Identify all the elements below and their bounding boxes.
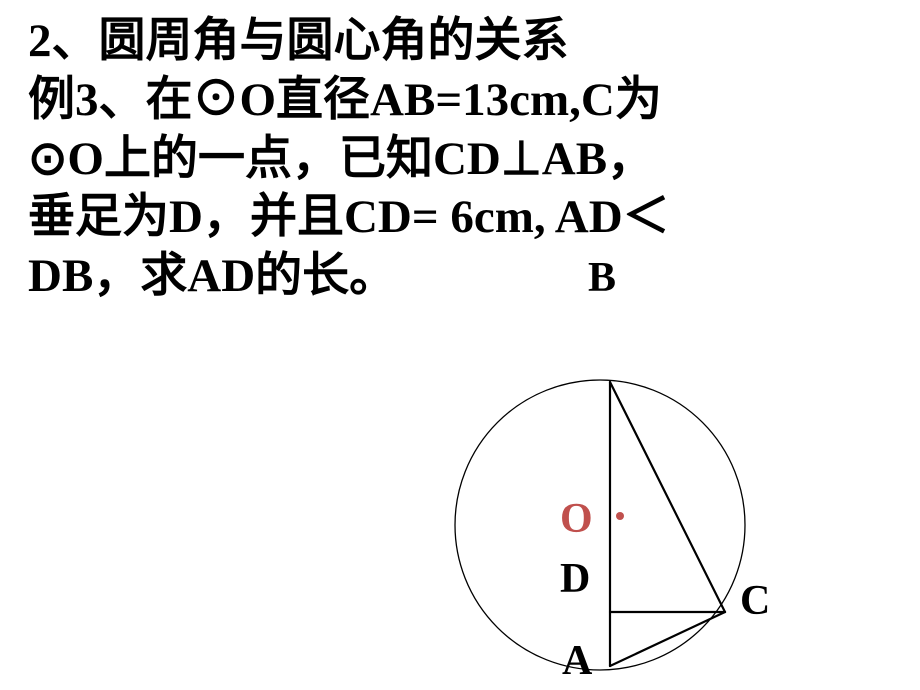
line-5: DB，求AD的长。 B — [28, 247, 898, 306]
label-D: D — [560, 558, 590, 600]
diagram-shapes — [455, 380, 745, 670]
line-3: ⊙O上的一点，已知CD⊥AB， — [28, 130, 898, 189]
label-O: O — [560, 498, 593, 540]
line-5-text: DB，求AD的长。 — [28, 250, 396, 302]
line-4: 垂足为D，并且CD= 6cm, AD＜ — [28, 188, 898, 247]
label-C: C — [740, 580, 770, 622]
line-2: 例3、在⊙O直径AB=13cm,C为 — [28, 71, 898, 130]
diagram-svg — [425, 360, 815, 690]
problem-text: 2、圆周角与圆心角的关系 例3、在⊙O直径AB=13cm,C为 ⊙O上的一点，已… — [28, 12, 898, 306]
label-B: B — [588, 255, 616, 301]
line-1: 2、圆周角与圆心角的关系 — [28, 12, 898, 71]
slide: 2、圆周角与圆心角的关系 例3、在⊙O直径AB=13cm,C为 ⊙O上的一点，已… — [0, 0, 920, 690]
label-A: A — [562, 640, 592, 682]
geometry-diagram — [425, 360, 815, 690]
